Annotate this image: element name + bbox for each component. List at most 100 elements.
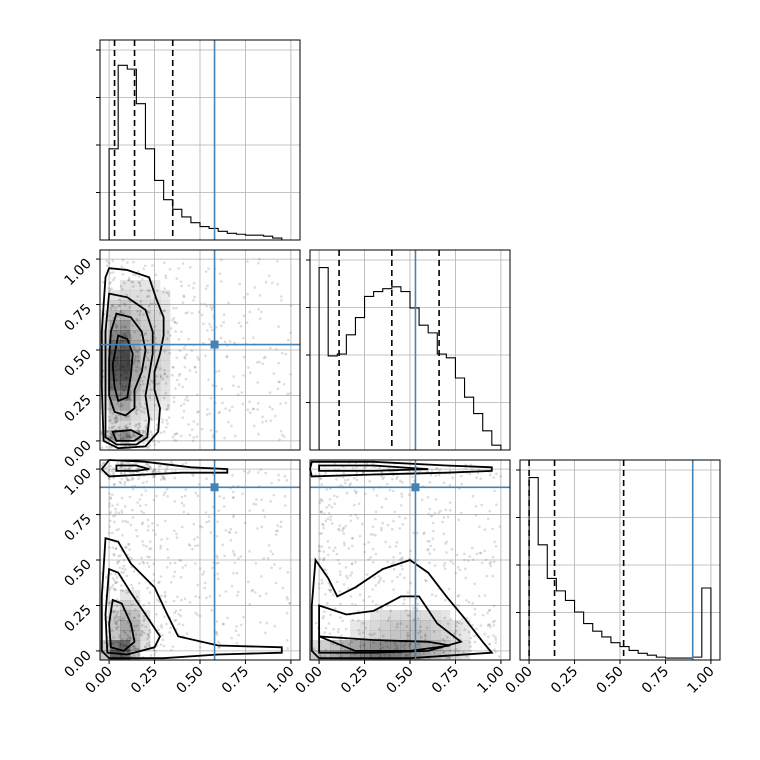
scatter-point xyxy=(175,439,178,442)
scatter-point xyxy=(137,359,140,363)
scatter-point xyxy=(144,419,147,423)
density-cell xyxy=(380,630,391,641)
scatter-point xyxy=(126,621,130,624)
scatter-point xyxy=(123,471,127,475)
scatter-point xyxy=(171,435,175,439)
scatter-point xyxy=(270,566,273,570)
scatter-point xyxy=(208,412,211,415)
scatter-point xyxy=(400,557,403,560)
scatter-point xyxy=(111,531,114,535)
density-cell xyxy=(140,370,151,381)
scatter-point xyxy=(339,573,342,576)
density-cell xyxy=(160,380,171,391)
scatter-point xyxy=(399,622,403,625)
scatter-point xyxy=(378,579,382,582)
scatter-point xyxy=(439,509,442,513)
scatter-point xyxy=(141,277,144,281)
scatter-point xyxy=(134,462,138,466)
scatter-point xyxy=(115,414,118,418)
scatter-point xyxy=(465,616,469,620)
scatter-point xyxy=(488,562,492,566)
scatter-point xyxy=(128,435,132,438)
density-cell xyxy=(140,410,151,421)
scatter-point xyxy=(470,546,474,550)
scatter-point xyxy=(416,631,420,635)
scatter-point xyxy=(175,432,179,435)
scatter-point xyxy=(428,539,431,543)
scatter-point xyxy=(184,377,188,381)
scatter-point xyxy=(152,475,156,478)
scatter-point xyxy=(362,644,366,648)
scatter-point xyxy=(451,476,454,480)
scatter-point xyxy=(408,644,411,648)
scatter-point xyxy=(326,553,330,557)
scatter-point xyxy=(192,474,195,477)
scatter-point xyxy=(322,550,325,553)
scatter-point xyxy=(148,289,151,292)
scatter-point xyxy=(184,488,188,491)
scatter-point xyxy=(125,427,129,431)
density-cell xyxy=(320,640,331,651)
scatter-point xyxy=(173,320,176,324)
scatter-point xyxy=(412,531,415,535)
scatter-point xyxy=(428,481,432,484)
scatter-point xyxy=(233,561,237,565)
density-cell xyxy=(110,300,121,311)
scatter-point xyxy=(140,289,143,292)
density-cell xyxy=(400,630,411,641)
scatter-point xyxy=(351,602,354,606)
scatter-point xyxy=(107,546,111,549)
scatter-point xyxy=(163,287,166,290)
scatter-point xyxy=(159,464,163,468)
scatter-point xyxy=(128,396,131,399)
scatter-point xyxy=(131,273,135,277)
scatter-point xyxy=(202,570,206,574)
scatter-point xyxy=(276,282,280,286)
scatter-point xyxy=(425,579,428,583)
scatter-point xyxy=(324,519,328,523)
scatter-point xyxy=(216,561,220,565)
density-cell xyxy=(130,290,141,301)
scatter-point xyxy=(393,510,397,514)
scatter-point xyxy=(222,321,225,324)
scatter-point xyxy=(147,601,151,605)
scatter-point xyxy=(113,588,117,591)
scatter-point xyxy=(444,598,447,602)
scatter-point xyxy=(175,356,178,360)
scatter-point xyxy=(317,582,321,586)
scatter-point xyxy=(282,435,286,438)
scatter-point xyxy=(115,326,119,329)
scatter-point xyxy=(270,281,274,285)
scatter-point xyxy=(117,511,121,515)
scatter-point xyxy=(137,477,140,481)
scatter-point xyxy=(127,612,131,616)
scatter-point xyxy=(256,381,260,384)
scatter-point xyxy=(114,581,117,585)
scatter-point xyxy=(435,466,439,470)
density-cell xyxy=(370,620,381,631)
scatter-point xyxy=(146,586,149,590)
scatter-point xyxy=(279,525,283,529)
scatter-point xyxy=(347,478,350,481)
scatter-point xyxy=(120,509,124,513)
scatter-point xyxy=(277,325,280,328)
scatter-point xyxy=(125,546,128,549)
scatter-point xyxy=(455,620,459,624)
scatter-point xyxy=(181,262,185,265)
scatter-point xyxy=(155,470,159,474)
scatter-point xyxy=(288,601,291,605)
scatter-point xyxy=(132,570,136,573)
scatter-point xyxy=(135,349,138,353)
scatter-point xyxy=(460,474,463,478)
scatter-point xyxy=(447,656,450,659)
x-tick-label-col2-3: 0.75 xyxy=(639,664,672,697)
scatter-point xyxy=(328,632,332,635)
scatter-point xyxy=(107,319,111,322)
scatter-point xyxy=(162,430,166,433)
scatter-point xyxy=(166,537,169,540)
scatter-point xyxy=(121,520,125,523)
scatter-point xyxy=(278,380,281,384)
scatter-point xyxy=(126,633,129,637)
scatter-point xyxy=(454,624,458,628)
density-cell xyxy=(120,400,131,411)
